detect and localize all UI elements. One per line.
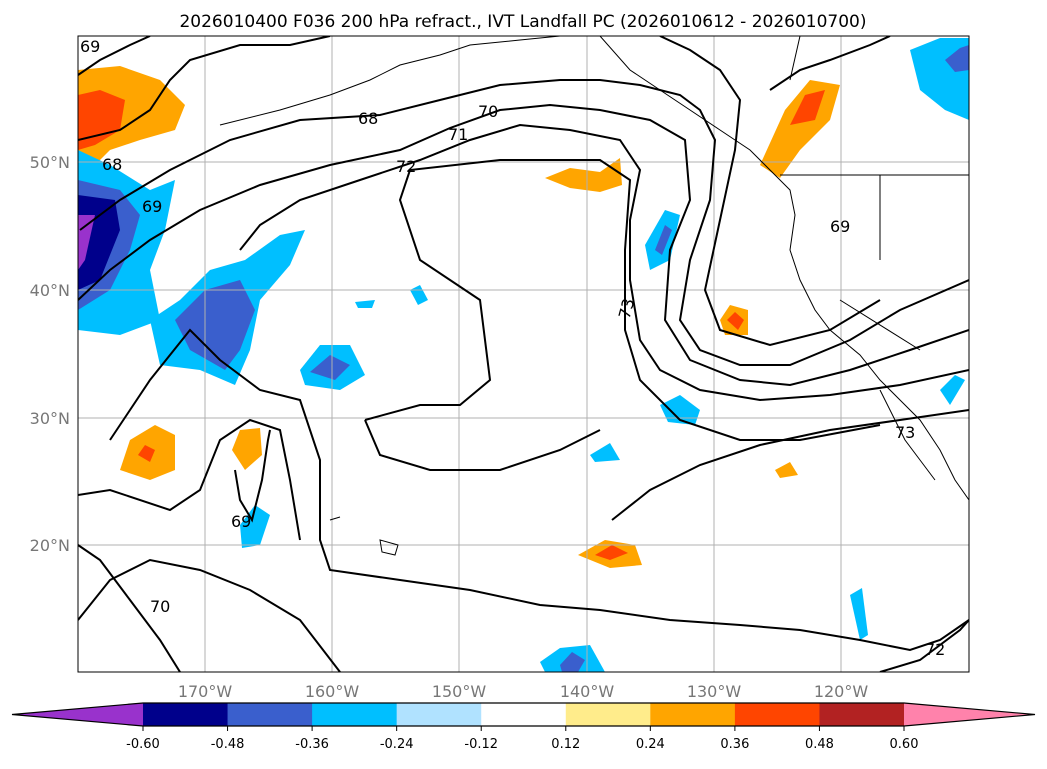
contour-label: 70 bbox=[150, 597, 170, 616]
lon-tick: 140°W bbox=[560, 682, 615, 701]
shading bbox=[78, 38, 969, 672]
contour-label: 69 bbox=[830, 217, 850, 236]
colorbar-segment bbox=[227, 703, 313, 726]
colorbar-segment bbox=[481, 703, 567, 726]
lon-tick: 120°W bbox=[814, 682, 869, 701]
colorbar-segment bbox=[143, 703, 229, 726]
colorbar-extend-high bbox=[904, 703, 1035, 726]
contour-label: 70 bbox=[478, 102, 498, 121]
lat-tick: 40°N bbox=[30, 281, 70, 300]
colorbar-tick-label: -0.48 bbox=[211, 737, 245, 752]
contour-label: 69 bbox=[80, 37, 100, 56]
colorbar-segment bbox=[734, 703, 820, 726]
lon-tick: 130°W bbox=[687, 682, 742, 701]
colorbar-tick-label: 0.36 bbox=[720, 737, 749, 752]
colorbar-tick-label: 0.48 bbox=[805, 737, 834, 752]
contour-label: 72 bbox=[396, 157, 416, 176]
lon-tick: 170°W bbox=[178, 682, 233, 701]
colorbar-segment bbox=[396, 703, 482, 726]
colorbar-tick-label: 0.12 bbox=[551, 737, 580, 752]
colorbar-segment bbox=[650, 703, 736, 726]
colorbar-tick-label: 0.24 bbox=[636, 737, 665, 752]
lat-tick: 50°N bbox=[30, 153, 70, 172]
colorbar: -0.60 -0.48 -0.36 -0.24 -0.12 0.12 0.24 0.36 0.4… bbox=[11, 702, 1036, 752]
colorbar-segment bbox=[819, 703, 905, 726]
map-frame bbox=[77, 35, 970, 673]
contour-label: 72 bbox=[925, 640, 945, 659]
contour-label: 73 bbox=[615, 296, 639, 321]
colorbar-tick-label: -0.60 bbox=[126, 737, 160, 752]
lon-tick: 150°W bbox=[432, 682, 487, 701]
colorbar-tick-label: -0.12 bbox=[464, 737, 498, 752]
colorbar-segment bbox=[565, 703, 651, 726]
contour-label: 71 bbox=[448, 125, 468, 144]
lat-tick: 20°N bbox=[30, 536, 70, 555]
contours bbox=[78, 36, 969, 672]
lon-tick-labels: 170°W 160°W 150°W 140°W 130°W 120°W bbox=[178, 682, 869, 701]
colorbar-tick-label: -0.36 bbox=[295, 737, 329, 752]
contour-labels: 69 68 70 71 72 69 68 73 69 73 69 70 72 bbox=[80, 37, 945, 659]
colorbar-segment bbox=[312, 703, 398, 726]
contour-label: 68 bbox=[358, 109, 378, 128]
lat-tick: 30°N bbox=[30, 409, 70, 428]
contour-label: 69 bbox=[231, 512, 251, 531]
contour-label: 69 bbox=[142, 197, 162, 216]
map-area: 69 68 70 71 72 69 68 73 69 73 69 70 72 bbox=[78, 36, 969, 672]
contour-label: 73 bbox=[895, 423, 915, 442]
gridlines bbox=[78, 36, 969, 672]
lat-tick-labels: 50°N 40°N 30°N 20°N bbox=[30, 153, 70, 555]
contour-label: 68 bbox=[102, 155, 122, 174]
lon-tick: 160°W bbox=[305, 682, 360, 701]
colorbar-tick-label: 0.60 bbox=[890, 737, 919, 752]
colorbar-tick-label: -0.24 bbox=[380, 737, 414, 752]
figure-title: 2026010400 F036 200 hPa refract., IVT La… bbox=[179, 12, 866, 32]
colorbar-extend-low bbox=[12, 703, 143, 726]
